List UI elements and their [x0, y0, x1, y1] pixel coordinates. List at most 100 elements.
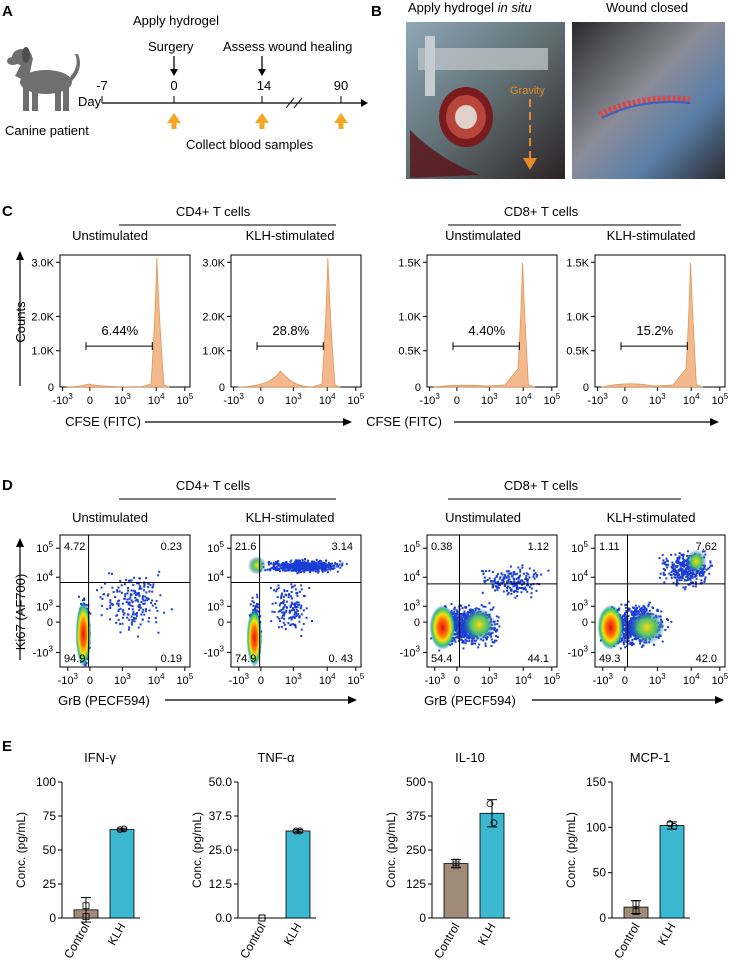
event-dot [294, 588, 297, 591]
event-dot [338, 563, 341, 566]
event-dot [663, 573, 666, 576]
event-dot [132, 584, 135, 587]
event-dot [89, 612, 92, 615]
event-dot [284, 593, 287, 596]
event-dot [295, 564, 298, 567]
event-dot [681, 562, 684, 565]
event-dot [502, 577, 505, 580]
event-dot [628, 630, 631, 633]
event-dot [122, 616, 125, 619]
event-dot [302, 622, 305, 625]
event-dot [324, 565, 327, 568]
event-dot [450, 603, 453, 606]
cond-unstim: Unstimulated [72, 228, 148, 243]
event-dot [619, 647, 622, 650]
event-dot [300, 635, 303, 638]
y-tick-label: 2.0K [31, 311, 54, 323]
event-dot [682, 586, 685, 589]
event-dot [681, 570, 684, 573]
event-dot [145, 577, 148, 580]
x-tick-label: 104 [515, 392, 532, 407]
data-point [452, 861, 460, 869]
x-tick-label: -103 [593, 672, 614, 687]
event-dot [462, 612, 465, 615]
event-dot [301, 558, 304, 561]
event-dot [307, 566, 310, 569]
event-dot [289, 616, 292, 619]
event-dot [295, 608, 298, 611]
y-axis-label: Counts [13, 301, 28, 343]
event-dot [701, 574, 704, 577]
event-dot [303, 571, 306, 574]
event-dot [625, 618, 628, 621]
event-dot [296, 572, 299, 575]
event-dot [106, 607, 109, 610]
event-dot [289, 605, 292, 608]
event-dot [272, 568, 275, 571]
event-dot [146, 597, 149, 600]
y-tick-label: 104 [207, 569, 224, 584]
event-dot [330, 562, 333, 565]
event-dot [303, 562, 306, 565]
event-dot [497, 586, 500, 589]
event-dot [288, 611, 291, 614]
y-axis-label: Conc. (pg/mL) [384, 812, 398, 888]
event-dot [284, 561, 287, 564]
event-dot [254, 606, 257, 609]
event-dot [294, 623, 297, 626]
event-dot [463, 612, 466, 615]
event-dot [119, 631, 122, 634]
event-dot [674, 565, 677, 568]
event-dot [666, 566, 669, 569]
panel-label-d: D [2, 477, 13, 494]
event-dot [494, 580, 497, 583]
event-dot [141, 611, 144, 614]
event-dot [530, 592, 533, 595]
y-tick-label: 0 [49, 911, 56, 925]
event-dot [624, 646, 627, 649]
photo-title-left: Apply hydrogel in situ [408, 0, 532, 15]
day-tick: 0 [170, 78, 177, 93]
event-dot [269, 587, 272, 590]
event-dot [683, 571, 686, 574]
event-dot [270, 567, 273, 570]
event-dot [627, 600, 630, 603]
event-dot [256, 604, 259, 607]
event-dot [671, 561, 674, 564]
event-dot [339, 560, 342, 563]
event-dot [298, 620, 301, 623]
event-dot [477, 646, 480, 649]
event-dot [114, 596, 117, 599]
bar [443, 863, 469, 919]
day-tick: -7 [96, 78, 108, 93]
quadrant-value: 0.23 [161, 541, 182, 553]
event-dot [651, 606, 654, 609]
event-dot [294, 602, 297, 605]
event-dot [297, 567, 300, 570]
event-dot [116, 589, 119, 592]
event-dot [469, 608, 472, 611]
event-dot [130, 599, 133, 602]
event-dot [687, 574, 690, 577]
event-dot [321, 570, 324, 573]
data-point [82, 902, 90, 910]
event-dot [311, 562, 314, 565]
bar-chart-1: TNF-α 0.0 12.5 25.0 37.5 50.0 Conc. (pg/mL) Con… [190, 750, 316, 961]
event-dot [318, 567, 321, 570]
event-dot [299, 568, 302, 571]
event-dot [457, 625, 460, 628]
event-dot [630, 617, 633, 620]
event-dot [249, 603, 252, 606]
event-dot [700, 571, 703, 574]
event-dot [341, 562, 344, 565]
event-dot [500, 572, 503, 575]
event-dot [157, 631, 160, 634]
event-dot [638, 605, 641, 608]
event-dot [686, 550, 689, 553]
x-tick-label: 103 [481, 392, 498, 407]
y-tick-label: 103 [571, 598, 588, 613]
event-dot [256, 610, 259, 613]
event-dot [332, 564, 335, 567]
event-dot [330, 565, 333, 568]
y-tick-label: 100 [586, 820, 606, 834]
